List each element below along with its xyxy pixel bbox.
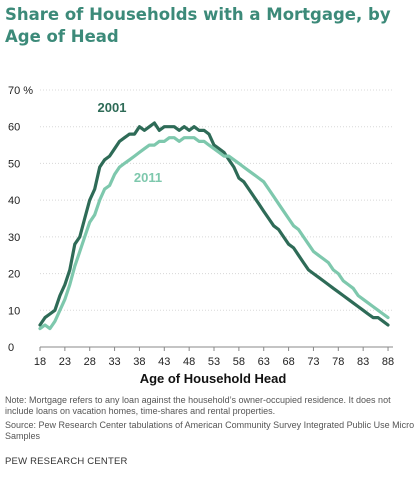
x-tick-label: 53 — [208, 356, 220, 368]
y-tick-label: 20 — [8, 269, 20, 281]
x-tick-label: 23 — [59, 356, 71, 368]
y-tick-label: 50 — [8, 158, 20, 170]
x-tick-label: 28 — [84, 356, 96, 368]
x-tick-label: 38 — [133, 356, 145, 368]
x-axis-ticks: 18 23 28 33 38 43 48 53 58 63 68 73 78 83 88 — [34, 347, 394, 368]
y-tick-label: 0 — [8, 342, 14, 354]
series-lines — [38, 121, 390, 331]
x-tick-label: 63 — [258, 356, 270, 368]
x-tick-label: 88 — [382, 356, 394, 368]
series-label-2001: 2001 — [98, 100, 127, 115]
y-tick-label: 70 % — [8, 85, 33, 97]
series-line-2011 — [38, 136, 390, 331]
x-tick-label: 58 — [233, 356, 245, 368]
x-tick-label: 78 — [332, 356, 344, 368]
y-tick-label: 30 — [8, 232, 20, 244]
y-tick-label: 40 — [8, 195, 20, 207]
footer-org: PEW RESEARCH CENTER — [5, 456, 128, 467]
series-labels: 2001 2011 — [98, 100, 163, 185]
series-label-2011: 2011 — [134, 170, 162, 185]
grid-lines — [40, 89, 393, 348]
x-tick-label: 33 — [108, 356, 120, 368]
y-axis-ticks: 0 10 20 30 40 50 60 70 % — [8, 85, 33, 354]
chart-title: Share of Households with a Mortgage, by … — [5, 5, 391, 46]
series-line-2001 — [38, 121, 390, 327]
x-tick-label: 83 — [357, 356, 369, 368]
line-chart: 0 10 20 30 40 50 60 70 % 18 23 28 33 38 43 48 53 58 63 68… — [8, 85, 394, 386]
chart-note: Note: Mortgage refers to any loan agains… — [5, 395, 391, 416]
y-tick-label: 10 — [8, 305, 20, 317]
x-tick-label: 73 — [307, 356, 319, 368]
x-tick-label: 43 — [158, 356, 170, 368]
chart-source: Source: Pew Research Center tabulations … — [5, 420, 415, 441]
x-tick-label: 68 — [282, 356, 294, 368]
y-tick-label: 60 — [8, 122, 20, 134]
x-axis-label: Age of Household Head — [140, 371, 287, 386]
x-tick-label: 18 — [34, 356, 46, 368]
x-tick-label: 48 — [183, 356, 195, 368]
